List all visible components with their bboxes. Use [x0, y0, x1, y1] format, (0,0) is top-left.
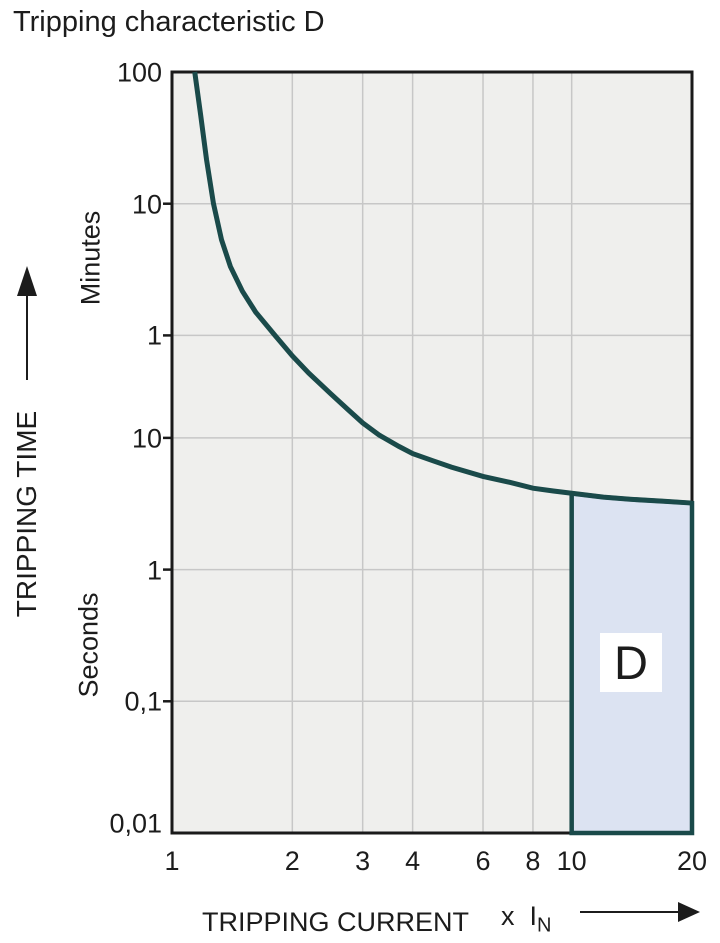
y-tick-label: 1 [146, 320, 162, 351]
x-axis-unit-prefix: x [501, 901, 515, 931]
right-arrow-icon [580, 902, 700, 922]
x-tick-label: 2 [284, 846, 300, 876]
x-tick-label: 10 [556, 846, 587, 876]
plot-frame [170, 70, 694, 835]
x-tick-label: 3 [355, 846, 371, 876]
up-arrow-icon [17, 266, 37, 380]
region-label-box: D [600, 633, 662, 692]
y-tick-label: 1 [146, 555, 162, 586]
x-axis-unit: x IN [501, 901, 551, 937]
x-tick-label: 1 [164, 846, 180, 876]
y-tick-label: 0,01 [109, 808, 162, 839]
x-axis-unit-subscript: N [537, 914, 552, 937]
region-label: D [614, 636, 648, 689]
x-axis-title: TRIPPING CURRENT [202, 907, 470, 937]
x-tick-label: 4 [405, 846, 421, 876]
y-tick-label: 10 [131, 189, 162, 220]
x-tick-label: 6 [475, 846, 491, 876]
y-tick-label: 0,1 [124, 686, 162, 717]
x-tick-label: 20 [676, 846, 708, 876]
trip-curve [192, 71, 693, 506]
chart-title: Tripping characteristic D [13, 6, 325, 38]
x-tick-label: 8 [525, 846, 541, 876]
y-tick-label: 100 [116, 57, 162, 88]
y-tick-label: 10 [131, 423, 162, 454]
x-axis-unit-symbol: I [529, 901, 538, 931]
